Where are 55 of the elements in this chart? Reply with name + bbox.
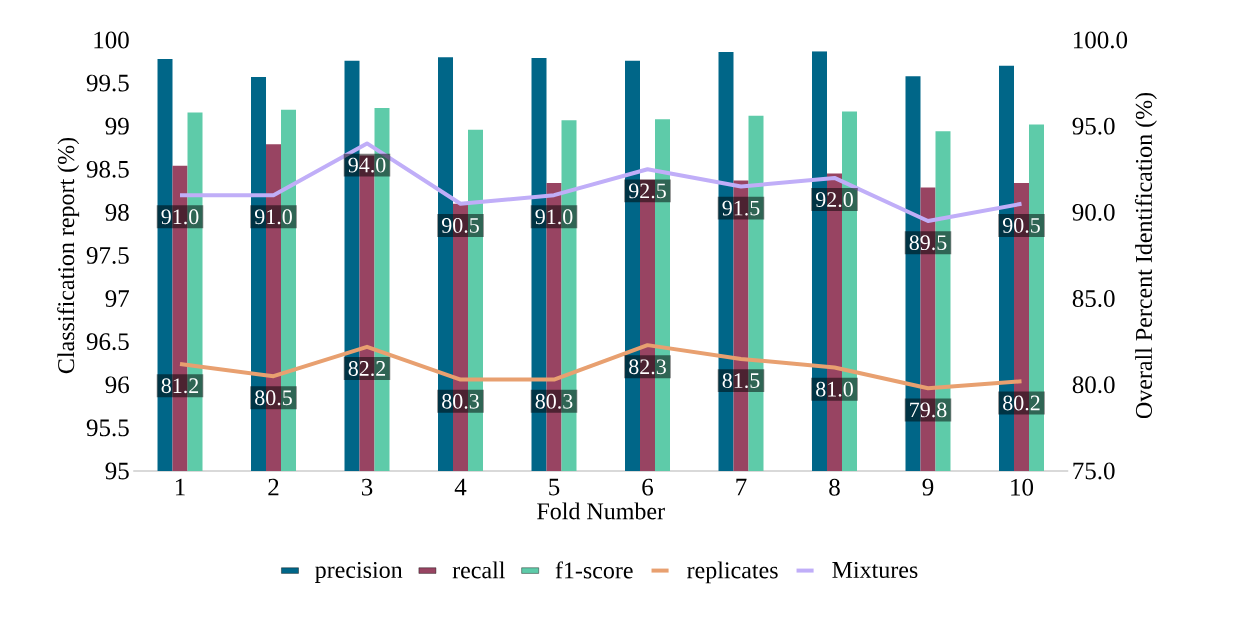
y-tick-label: 96 [105,376,129,394]
y-axis-title: Classification report (%) [57,137,80,374]
y2-tick-label: 90.0 [1072,203,1115,221]
y-tick-label: 100 [94,31,129,49]
data-label: 90.5 [441,217,479,233]
data-label: 82.2 [348,361,386,377]
data-label: 92.5 [628,183,666,199]
data-label: 94.0 [348,157,386,173]
y-tick-label: 97 [105,290,130,307]
x-tick-label: 8 [829,478,840,496]
x-tick-label: 4 [454,478,467,496]
data-label: 81.0 [816,381,853,397]
data-label: 80.3 [442,393,479,409]
y-tick-label: 95.5 [86,419,129,437]
y-tick-label: 97.5 [86,247,129,264]
x-tick-label: 6 [642,478,654,496]
y2-axis-title: Overall Percent Identification (%) [1134,92,1157,419]
x-tick-label: 5 [549,478,560,496]
y-tick-label: 96.5 [86,333,129,351]
y2-tick-label: 100.0 [1073,31,1128,49]
data-label: 91.0 [535,209,573,225]
y-tick-label: 98 [105,203,129,221]
y-tick-label: 95 [105,462,129,480]
data-label: 91.0 [254,209,292,225]
data-label: 81.5 [722,373,760,389]
data-label: 79.8 [910,402,947,418]
data-label: 91.0 [161,209,199,225]
data-label: 80.2 [1003,395,1040,411]
y2-tick-label: 80.0 [1072,376,1115,394]
data-label: 92.0 [815,192,853,208]
data-label: 81.2 [161,378,199,394]
legend-label: f1-score [555,561,633,579]
y2-tick-label: 85.0 [1072,290,1115,308]
data-label: 80.3 [535,393,573,409]
y-tick-label: 99.5 [86,74,129,92]
y2-tick-label: 75.0 [1073,462,1115,480]
x-tick-label: 10 [1011,478,1034,496]
data-label: 89.5 [909,235,947,251]
x-tick-label: 7 [736,478,747,496]
data-label: 82.3 [629,359,666,375]
x-tick-label: 3 [361,478,373,496]
x-tick-label: 2 [268,478,279,496]
data-label: 91.5 [722,200,760,216]
x-tick-label: 1 [175,478,185,496]
x-axis-title: Fold Number [537,502,665,520]
data-label: 80.5 [255,390,292,406]
y2-tick-label: 95.0 [1072,117,1115,135]
legend-label: recall [452,561,505,579]
y-tick-label: 99 [105,117,129,135]
legend-label: Mixtures [832,561,918,579]
legend-label: replicates [687,561,778,584]
legend-label: precision [315,561,403,583]
data-label: 90.5 [1002,217,1040,233]
y-tick-label: 98.5 [86,160,129,178]
x-tick-label: 9 [922,478,934,496]
